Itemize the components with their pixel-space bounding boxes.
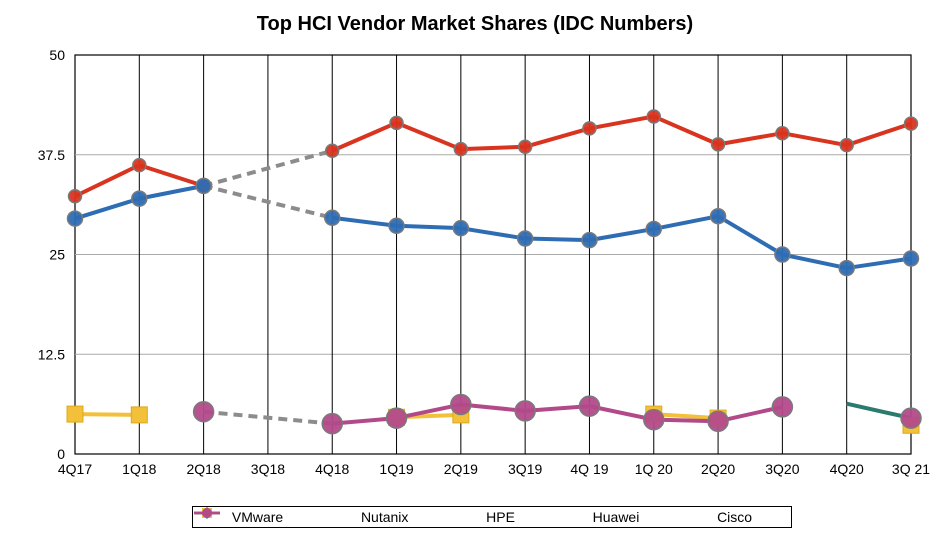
nutanix-point: [388, 217, 405, 235]
hpe-series-line: [653, 412, 719, 421]
nutanix-series-line: [331, 214, 912, 271]
legend-item-huawei: Huawei: [194, 507, 640, 525]
x-tick-label: 1Q 20: [635, 461, 673, 477]
hpe-point: [130, 406, 148, 424]
cisco-point: [385, 407, 408, 429]
nutanix-point: [581, 231, 598, 249]
vmware-point: [389, 115, 404, 131]
x-tick-label: 4Q20: [830, 461, 864, 477]
nutanix-point: [516, 230, 534, 247]
nutanix-point: [645, 220, 663, 238]
vmware-point: [324, 143, 340, 159]
cisco-point: [643, 408, 665, 431]
vmware-point: [710, 137, 726, 152]
cisco-point: [321, 412, 343, 435]
x-tick-label: 2Q18: [186, 461, 220, 477]
nutanix-point: [902, 250, 920, 267]
nutanix-point: [131, 190, 148, 207]
x-tick-label: 3Q18: [251, 461, 285, 477]
legend-item-nutanix: Nutanix: [194, 508, 409, 525]
cisco-point: [514, 400, 536, 422]
legend-label-cisco: Cisco: [717, 509, 753, 525]
vmware-point: [646, 109, 662, 124]
y-tick-label: 12.5: [38, 346, 65, 362]
hpe-point: [66, 405, 84, 423]
x-tick-label: 4Q 19: [570, 461, 608, 477]
vmware-point: [775, 125, 790, 141]
gap-connector-line: [203, 409, 333, 426]
chart-title: Top HCI Vendor Market Shares (IDC Number…: [256, 13, 694, 35]
nutanix-point: [838, 259, 855, 277]
legend-item-cisco: Cisco: [194, 508, 753, 525]
nutanix-point: [66, 210, 84, 227]
vmware-point: [132, 157, 147, 173]
x-tick-label: 3Q20: [765, 461, 799, 477]
legend-item-hpe: HPE: [194, 508, 515, 525]
legend-label-nutanix: Nutanix: [360, 509, 409, 525]
cisco-point: [707, 410, 729, 433]
cisco-point: [900, 407, 922, 429]
huawei-series-line: [846, 401, 912, 421]
nutanix-point: [452, 219, 470, 237]
x-tick-label: 2Q20: [701, 461, 735, 477]
vmware-point: [582, 121, 597, 136]
x-tick-label: 1Q19: [379, 461, 413, 477]
x-tick-label: 4Q18: [315, 461, 349, 477]
nutanix-point: [709, 207, 727, 225]
cisco-point: [771, 396, 794, 418]
x-tick-label: 3Q 21: [892, 461, 930, 477]
legend-label-hpe: HPE: [486, 509, 515, 525]
legend: VMware Nutanix HPE Huawei Cisco: [192, 506, 792, 528]
y-tick-label: 50: [49, 47, 65, 63]
y-tick-label: 25: [49, 247, 65, 263]
x-tick-label: 3Q19: [508, 461, 542, 477]
cisco-point: [192, 400, 215, 423]
nutanix-point: [323, 209, 341, 227]
legend-item-vmware: VMware: [194, 508, 284, 525]
legend-swatch-cisco: [194, 508, 220, 518]
x-tick-label: 1Q18: [122, 461, 156, 477]
x-tick-label: 4Q17: [58, 461, 92, 477]
x-tick-label: 2Q19: [444, 461, 478, 477]
hpe-series-line: [74, 412, 140, 417]
cisco-point: [578, 395, 601, 417]
legend-label-vmware: VMware: [231, 509, 284, 525]
y-tick-label: 0: [57, 446, 65, 462]
nutanix-point: [195, 177, 212, 195]
vmware-point: [839, 137, 854, 153]
nutanix-point: [774, 246, 791, 263]
gap-connector-line: [203, 183, 333, 220]
y-tick-label: 37.5: [38, 147, 65, 163]
gap-connector-line: [203, 148, 333, 188]
cisco-point: [450, 393, 472, 416]
vmware-point: [517, 139, 533, 155]
legend-label-huawei: Huawei: [592, 509, 640, 525]
vmware-series-line: [331, 114, 912, 153]
vmware-point: [67, 188, 83, 204]
vmware-point: [903, 116, 919, 131]
vmware-point: [453, 141, 469, 157]
